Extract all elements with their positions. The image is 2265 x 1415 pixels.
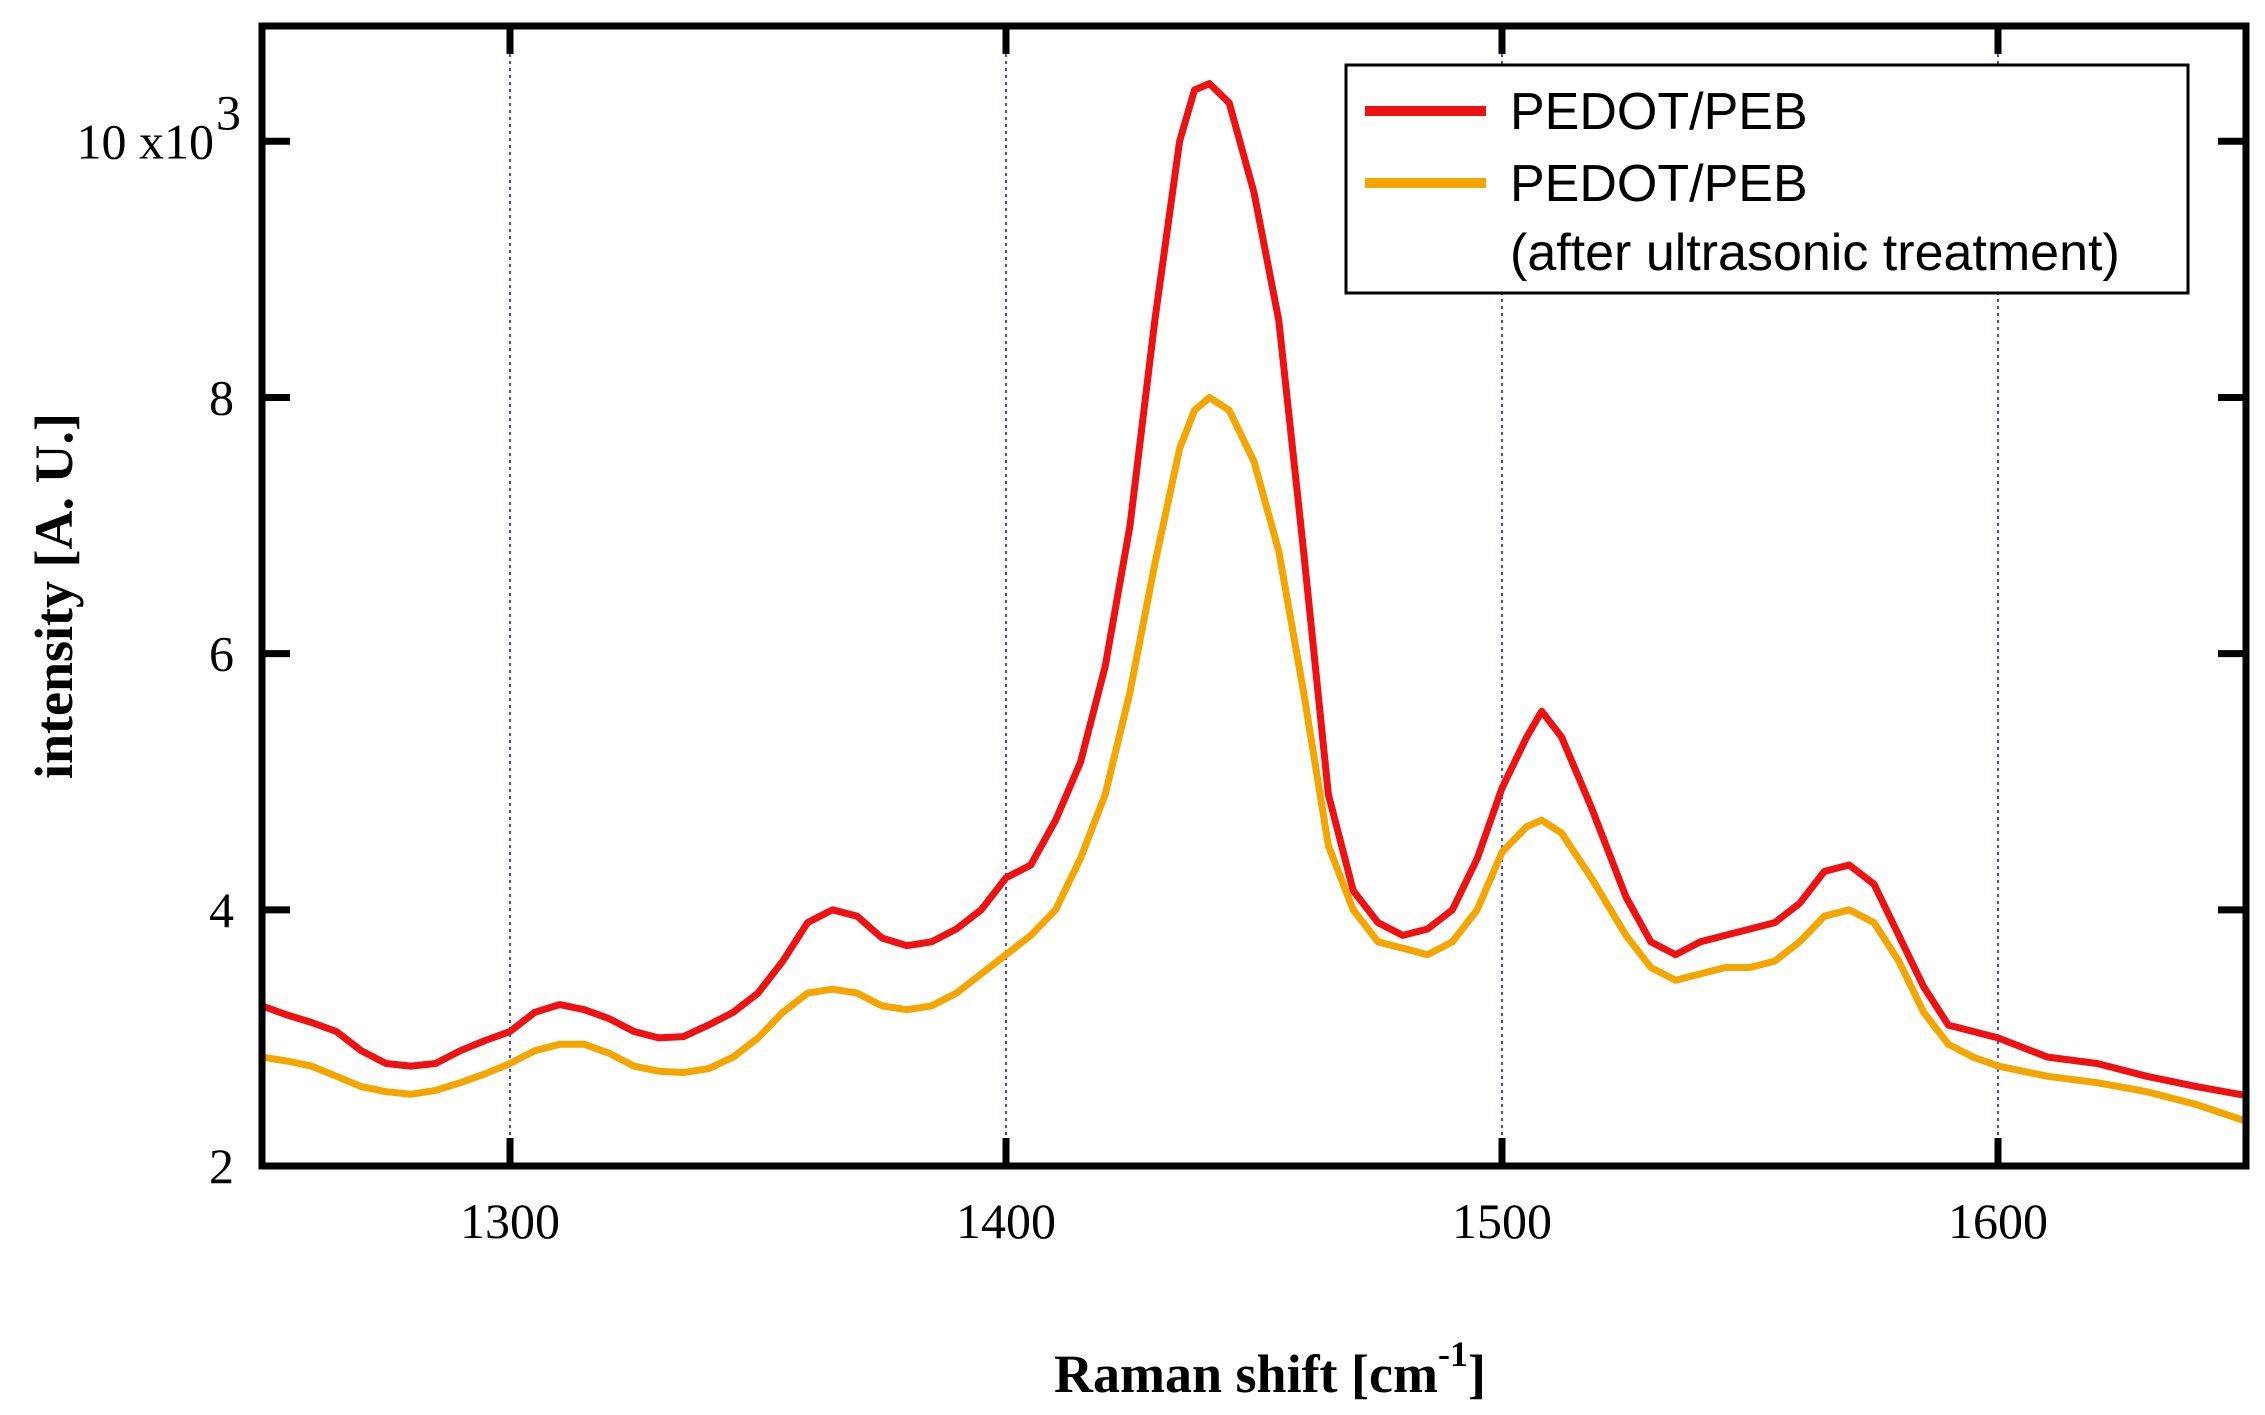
legend-label-pedot-peb: PEDOT/PEB [1510,83,1808,141]
y-tick-label-10000: 10 x10 [77,113,215,169]
legend-label-ultrasonic-note: (after ultrasonic treatment) [1510,224,2120,282]
x-tick-labels: 1300 1400 1500 1600 [460,1193,2048,1249]
x-axis-title: Raman shift [cm-1] [1054,1334,1486,1404]
y-tick-label-4000: 4 [209,882,234,938]
y-tick-label-2000: 2 [209,1138,234,1194]
legend-label-pedot-peb-ultrasonic: PEDOT/PEB [1510,155,1808,213]
x-tick-label-1400: 1400 [956,1193,1056,1249]
x-tick-label-1500: 1500 [1452,1193,1552,1249]
y-tick-label-8000: 8 [209,369,234,425]
axis-ticks [262,26,2246,1170]
series-layer [262,80,2246,1125]
x-tick-label-1300: 1300 [460,1193,560,1249]
y-tick-label-6000: 6 [209,626,234,682]
plot-frame [258,22,2250,1170]
x-tick-label-1600: 1600 [1948,1193,2048,1249]
series-line-0 [262,80,2246,1100]
y-multiplier-exponent: 3 [216,84,241,140]
legend-box [1344,63,2190,295]
y-axis-title: intensity [A. U.] [24,413,84,779]
legend: PEDOT/PEB PEDOT/PEB (after ultrasonic tr… [1344,63,2190,295]
series-line-1 [262,394,2246,1125]
